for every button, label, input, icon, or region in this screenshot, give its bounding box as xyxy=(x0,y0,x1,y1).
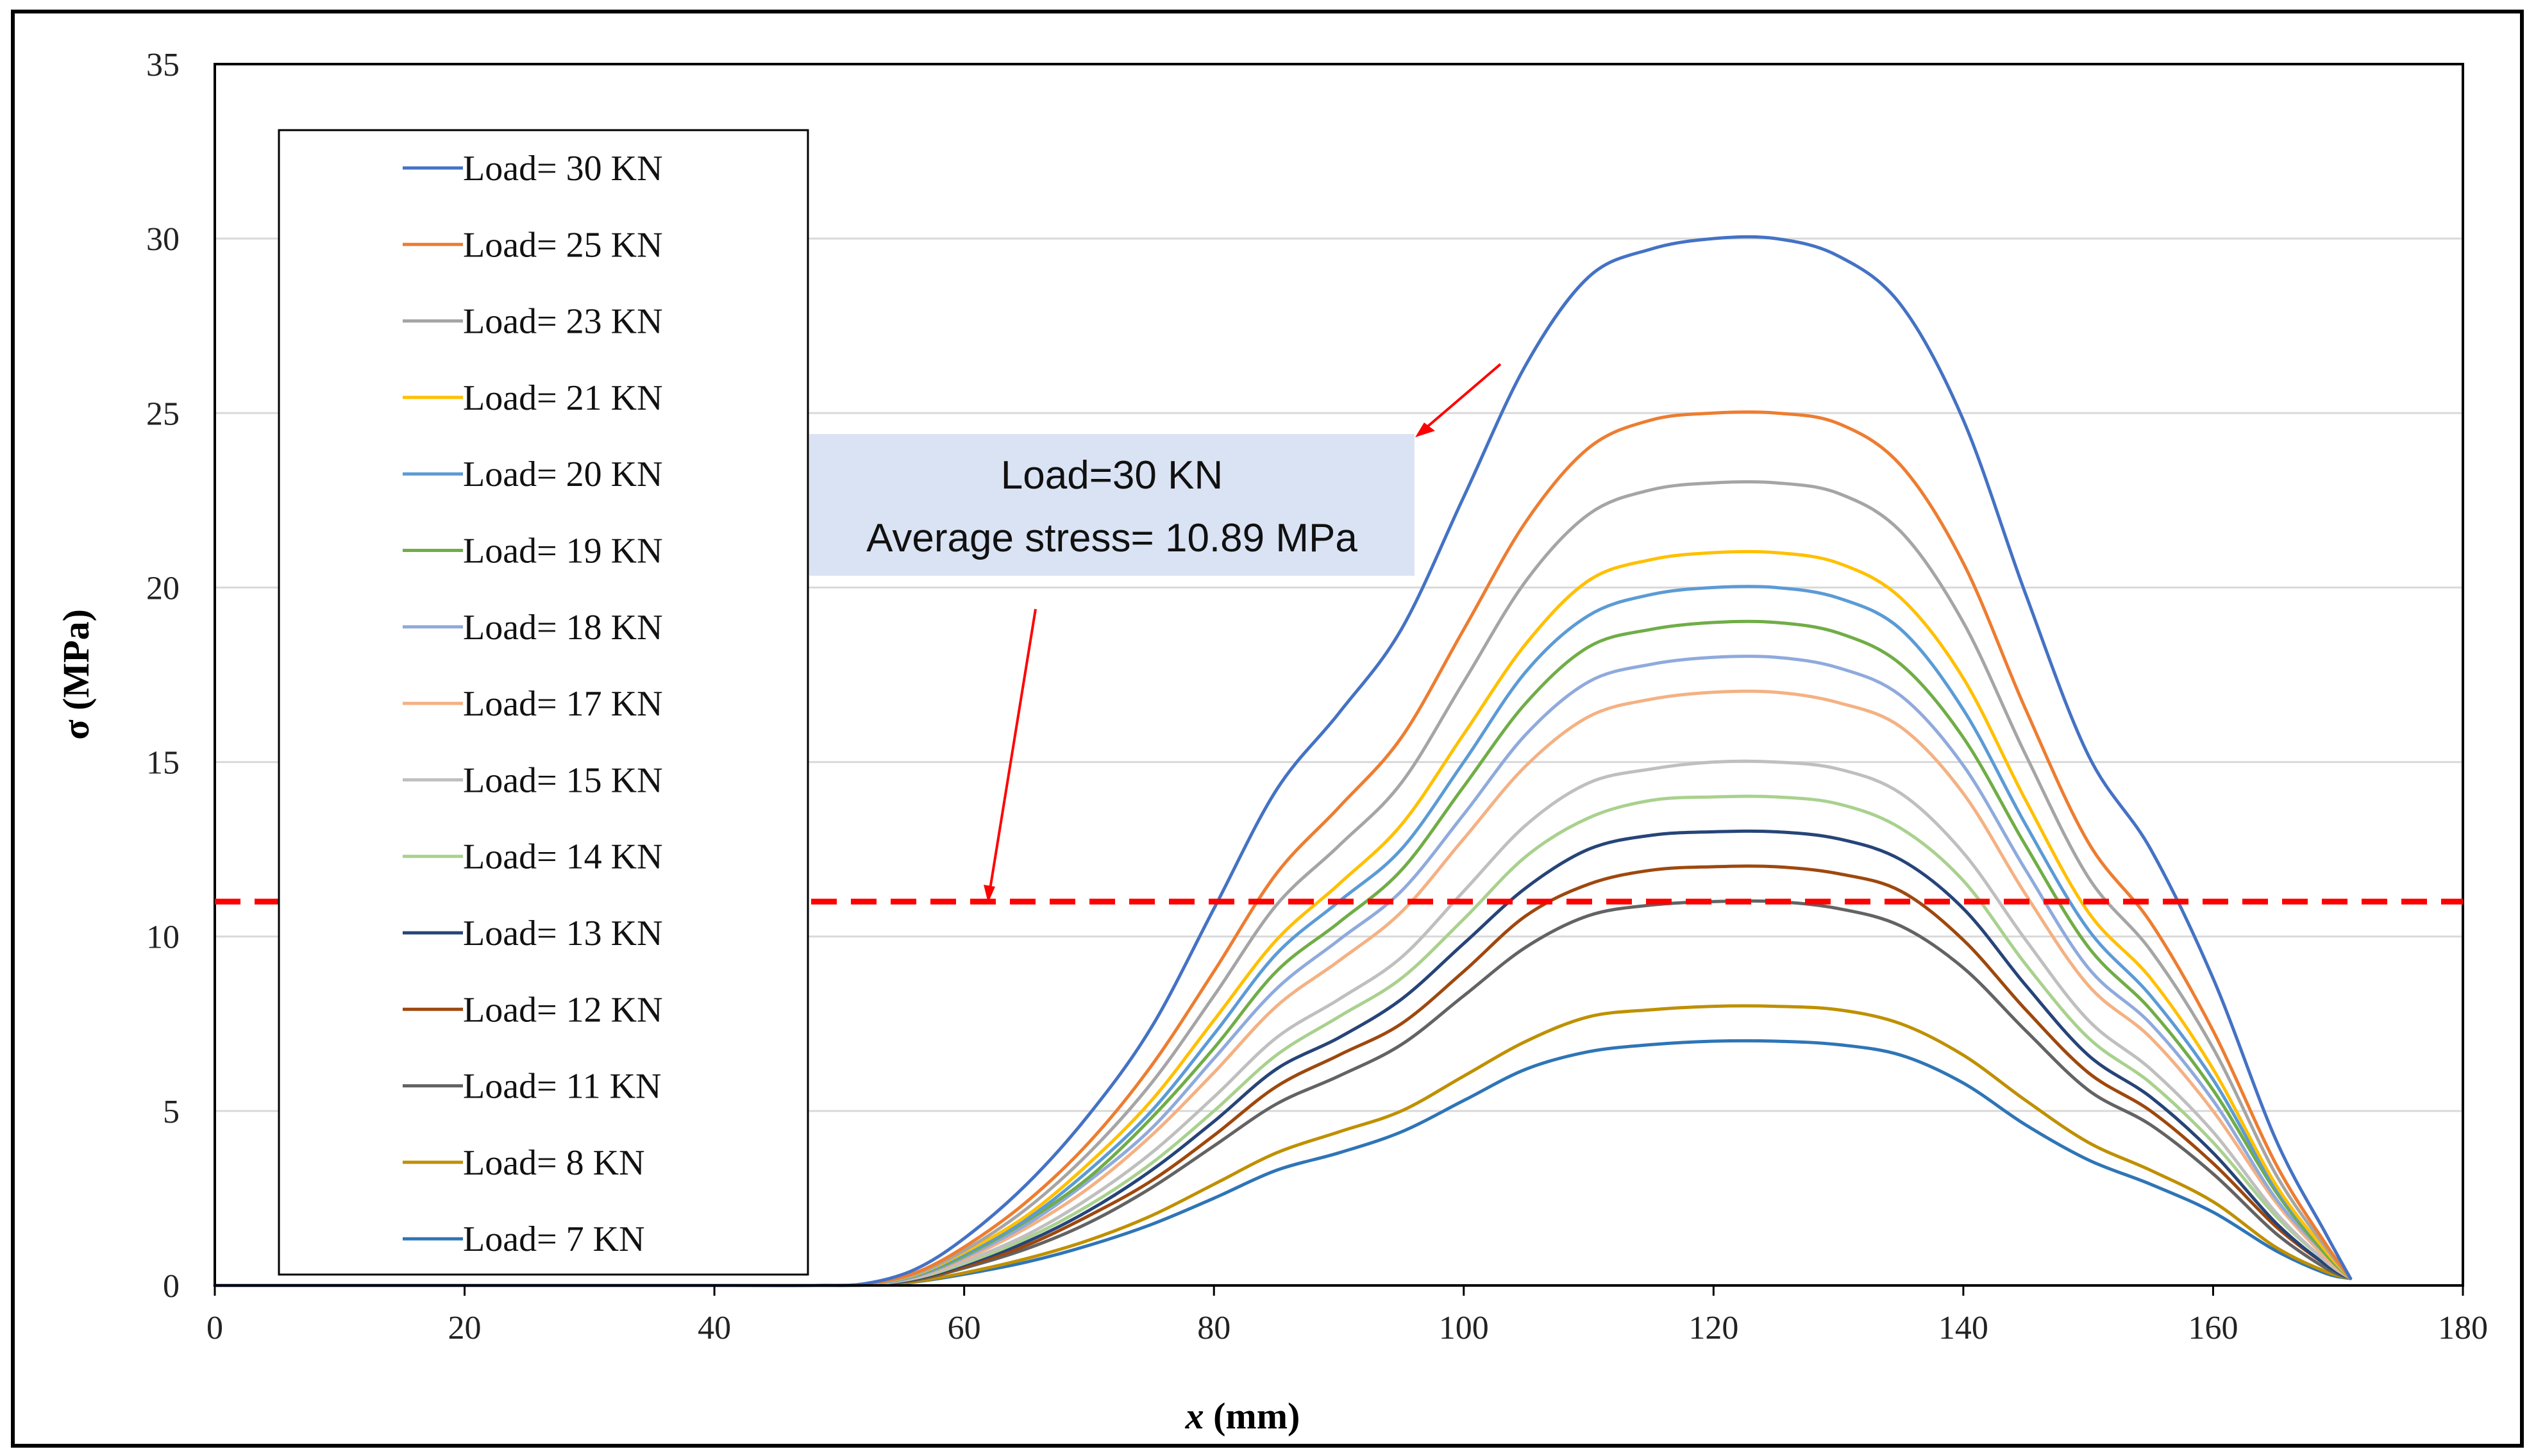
x-tick-label: 40 xyxy=(698,1310,731,1346)
annotation-arrow-to-curve xyxy=(1419,363,1502,434)
x-tick-label: 0 xyxy=(206,1310,223,1346)
x-tick-label: 180 xyxy=(2438,1310,2488,1346)
legend-label: Load= 13 KN xyxy=(463,914,663,953)
x-tick-label: 20 xyxy=(448,1310,482,1346)
y-axis-ticks: 0 5 10 15 20 25 30 35 xyxy=(146,47,180,1305)
x-axis-title: x (mm) xyxy=(1185,1395,1300,1437)
annotation-arrowhead-line xyxy=(984,885,995,903)
annotation: Load=30 KN Average stress= 10.89 MPa xyxy=(809,363,1502,903)
y-tick-label: 20 xyxy=(146,570,180,607)
y-tick-label: 35 xyxy=(146,47,180,83)
legend-label: Load= 23 KN xyxy=(463,302,663,342)
y-tick-label: 0 xyxy=(163,1268,180,1305)
y-tick-label: 15 xyxy=(146,745,180,782)
y-tick-label: 5 xyxy=(163,1094,180,1130)
y-axis-title: σ (MPa) xyxy=(55,609,97,740)
x-axis-ticks: 0 20 40 60 80 100 120 140 160 180 xyxy=(206,1285,2488,1346)
y-tick-label: 25 xyxy=(146,396,180,432)
legend-label: Load= 15 KN xyxy=(463,760,663,800)
annotation-line-1: Load=30 KN xyxy=(1001,453,1223,498)
legend-label: Load= 19 KN xyxy=(463,531,663,571)
legend-label: Load= 20 KN xyxy=(463,455,663,494)
legend-label: Load= 17 KN xyxy=(463,684,663,724)
legend-label: Load= 11 KN xyxy=(463,1067,661,1107)
y-tick-label: 30 xyxy=(146,221,180,258)
x-tick-label: 100 xyxy=(1439,1310,1489,1346)
legend: Load= 30 KN Load= 25 KN Load= 23 KN Load= 2… xyxy=(278,129,809,1276)
legend-label: Load= 8 KN xyxy=(463,1143,645,1183)
annotation-arrow-to-line xyxy=(988,608,1037,894)
plot-area-border xyxy=(214,63,2464,1287)
annotation-line-2: Average stress= 10.89 MPa xyxy=(866,516,1357,560)
x-tick-label: 120 xyxy=(1688,1310,1738,1346)
annotation-box xyxy=(809,434,1415,576)
legend-label: Load= 25 KN xyxy=(463,225,663,265)
x-tick-label: 80 xyxy=(1197,1310,1230,1346)
legend-label: Load= 12 KN xyxy=(463,990,663,1030)
legend-label: Load= 7 KN xyxy=(463,1219,645,1259)
y-tick-label: 10 xyxy=(146,919,180,956)
x-tick-label: 140 xyxy=(1938,1310,1988,1346)
legend-label: Load= 14 KN xyxy=(463,837,663,877)
legend-label: Load= 30 KN xyxy=(463,149,663,188)
legend-label: Load= 21 KN xyxy=(463,378,663,418)
x-tick-label: 160 xyxy=(2188,1310,2238,1346)
x-tick-label: 60 xyxy=(948,1310,981,1346)
legend-label: Load= 18 KN xyxy=(463,608,663,648)
legend-box xyxy=(278,129,809,1276)
annotation-arrowhead-curve xyxy=(1415,423,1435,437)
